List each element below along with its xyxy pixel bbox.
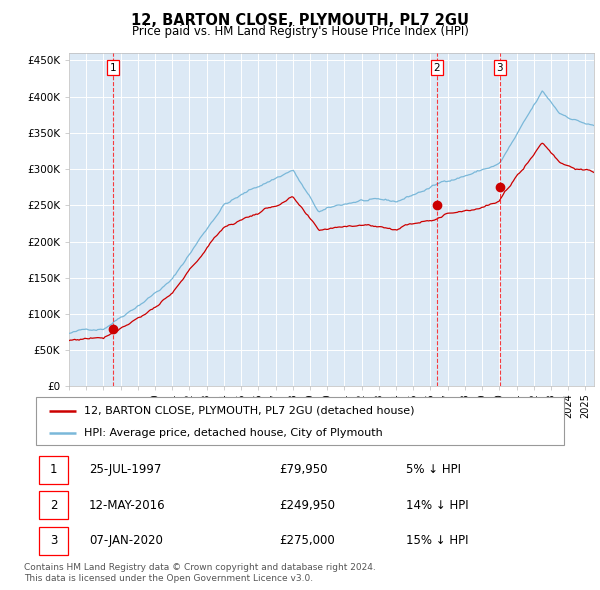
Text: 12, BARTON CLOSE, PLYMOUTH, PL7 2GU (detached house): 12, BARTON CLOSE, PLYMOUTH, PL7 2GU (det… [83,405,414,415]
FancyBboxPatch shape [38,491,68,519]
Text: 2: 2 [50,499,57,512]
Text: 3: 3 [496,63,503,73]
Text: 1: 1 [50,463,57,477]
Text: 15% ↓ HPI: 15% ↓ HPI [406,534,468,548]
Text: £275,000: £275,000 [279,534,335,548]
Text: 12, BARTON CLOSE, PLYMOUTH, PL7 2GU: 12, BARTON CLOSE, PLYMOUTH, PL7 2GU [131,13,469,28]
Text: 1: 1 [110,63,116,73]
Text: Price paid vs. HM Land Registry's House Price Index (HPI): Price paid vs. HM Land Registry's House … [131,25,469,38]
Text: 07-JAN-2020: 07-JAN-2020 [89,534,163,548]
FancyBboxPatch shape [36,397,564,445]
FancyBboxPatch shape [38,527,68,555]
Text: 25-JUL-1997: 25-JUL-1997 [89,463,161,477]
Text: £249,950: £249,950 [279,499,335,512]
Text: 3: 3 [50,534,57,548]
FancyBboxPatch shape [38,456,68,484]
Text: 2: 2 [433,63,440,73]
Text: This data is licensed under the Open Government Licence v3.0.: This data is licensed under the Open Gov… [24,574,313,583]
Text: 14% ↓ HPI: 14% ↓ HPI [406,499,468,512]
Text: 12-MAY-2016: 12-MAY-2016 [89,499,166,512]
Text: £79,950: £79,950 [279,463,328,477]
Text: 5% ↓ HPI: 5% ↓ HPI [406,463,461,477]
Text: Contains HM Land Registry data © Crown copyright and database right 2024.: Contains HM Land Registry data © Crown c… [24,563,376,572]
Text: HPI: Average price, detached house, City of Plymouth: HPI: Average price, detached house, City… [83,428,382,438]
